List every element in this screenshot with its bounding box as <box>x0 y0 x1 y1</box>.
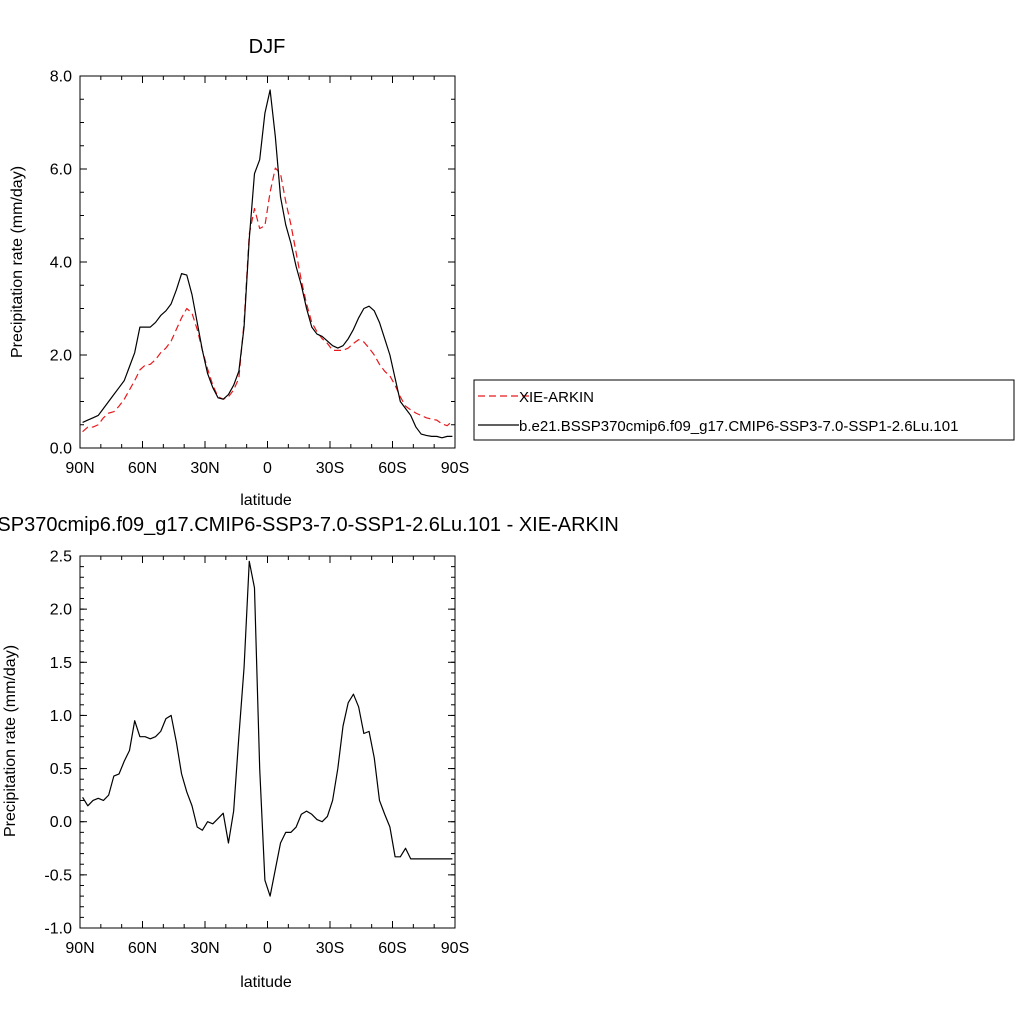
y-tick-label: 4.0 <box>50 255 72 272</box>
series-line-difference <box>82 560 453 897</box>
y-tick-label: 0.5 <box>50 761 72 778</box>
plot-frame <box>79 555 456 929</box>
x-tick-label: 0 <box>263 940 272 957</box>
panel-bottom: b.e21.BSSP370cmip6.f09_g17.CMIP6-SSP3-7.… <box>0 514 619 991</box>
y-tick-label: 2.5 <box>50 549 72 566</box>
x-tick-label: 90S <box>441 940 469 957</box>
y-tick-label: -1.0 <box>44 921 72 938</box>
x-axis-label-bottom: latitude <box>240 974 292 991</box>
y-tick-label: 1.5 <box>50 655 72 672</box>
series-line-xie-arkin <box>82 167 453 433</box>
axes-bottom: 90N 60N 30N 0 30S 60S 90S -1.0 -0.5 0.0 0.5 1.0 1.5 2… <box>44 549 469 958</box>
y-tick-label: 6.0 <box>50 162 72 179</box>
y-axis-label-top: Precipitation rate (mm/day) <box>9 166 26 358</box>
y-tick-label: 8.0 <box>50 69 72 86</box>
y-tick-label: 2.0 <box>50 602 72 619</box>
x-tick-label: 60N <box>128 460 157 477</box>
legend: XIE-ARKIN b.e21.BSSP370cmip6.f09_g17.CMI… <box>473 379 1015 441</box>
legend-label-model: b.e21.BSSP370cmip6.f09_g17.CMIP6-SSP3-7.… <box>519 418 958 435</box>
chart-title-top: DJF <box>249 36 286 58</box>
y-tick-label: 1.0 <box>50 708 72 725</box>
x-tick-label: 60N <box>128 940 157 957</box>
plot-lines-bottom <box>82 560 453 897</box>
y-tick-label: 2.0 <box>50 348 72 365</box>
y-tick-label: 0.0 <box>50 441 72 458</box>
x-tick-label: 90S <box>441 460 469 477</box>
y-axis-label-bottom: Precipitation rate (mm/day) <box>2 645 19 837</box>
x-axis-label-top: latitude <box>240 492 292 509</box>
y-tick-label: -0.5 <box>44 867 72 884</box>
panel-top: DJF Precipitation rate (mm/day) latitude… <box>9 36 469 509</box>
x-tick-label: 0 <box>263 460 272 477</box>
axes-top: 90N 60N 30N 0 30S 60S 90S 0.0 2.0 4.0 6.0 8.0 <box>50 69 469 478</box>
x-tick-label: 30N <box>190 460 219 477</box>
plot-lines-top <box>82 89 453 439</box>
x-tick-label: 30S <box>316 940 344 957</box>
chart-title-bottom: b.e21.BSSP370cmip6.f09_g17.CMIP6-SSP3-7.… <box>0 514 619 536</box>
legend-box <box>473 379 1015 441</box>
y-tick-label: 0.0 <box>50 814 72 831</box>
x-tick-label: 30S <box>316 460 344 477</box>
x-tick-label: 30N <box>190 940 219 957</box>
x-tick-label: 60S <box>378 940 406 957</box>
x-tick-label: 90N <box>65 940 94 957</box>
legend-label-xie-arkin: XIE-ARKIN <box>519 389 594 406</box>
series-line-b-e21-bssp370cmip6-f09-g17-cmip6-ssp3-7- <box>82 89 453 439</box>
x-tick-label: 60S <box>378 460 406 477</box>
x-tick-label: 90N <box>65 460 94 477</box>
